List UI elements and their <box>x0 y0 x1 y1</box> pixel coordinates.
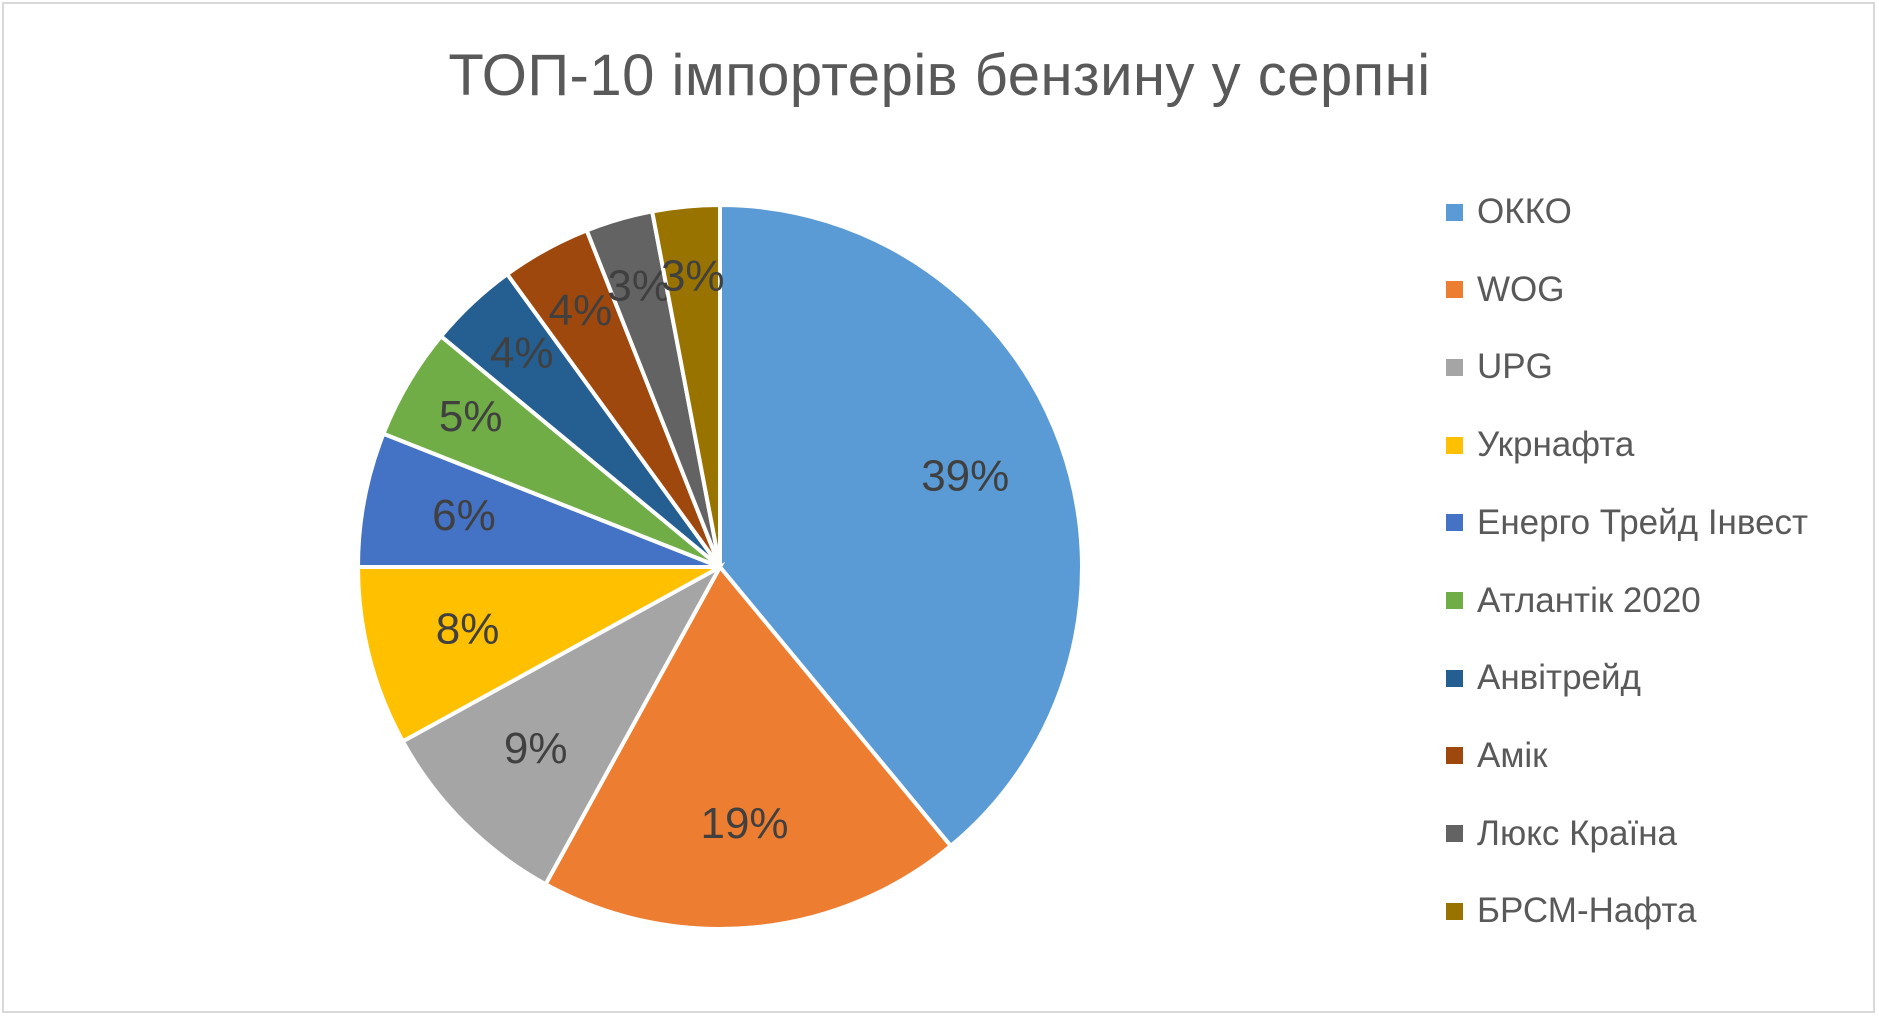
data-label-окко: 39% <box>921 451 1009 500</box>
data-label-upg: 9% <box>504 724 568 773</box>
legend-label: Амік <box>1477 735 1548 775</box>
legend-label: БРСМ-Нафта <box>1477 891 1697 931</box>
pie-slice-енерго-трейд-інвест <box>355 431 721 569</box>
data-label-анвітрейд: 4% <box>490 329 554 378</box>
data-label-атлантік-2020: 5% <box>439 392 503 441</box>
legend-swatch <box>1446 825 1463 843</box>
legend-swatch <box>1446 747 1463 765</box>
chart-title: ТОП-10 імпортерів бензину у серпні <box>448 43 1431 108</box>
data-label-амік: 4% <box>549 286 613 335</box>
legend-item-wog: WOG <box>1446 266 1564 314</box>
legend-label: Атлантік 2020 <box>1477 580 1701 620</box>
legend-swatch <box>1446 203 1463 221</box>
legend-swatch <box>1446 436 1463 454</box>
legend-label: ОККО <box>1477 192 1572 231</box>
legend-item-люкс-країна: Люкс Країна <box>1446 810 1677 858</box>
legend-item-енерго-трейд-інвест: Енерго Трейд Інвест <box>1446 499 1808 547</box>
legend-item-амік: Амік <box>1446 732 1548 780</box>
legend-item-атлантік-2020: Атлантік 2020 <box>1446 577 1701 625</box>
data-label-wog: 19% <box>700 799 788 848</box>
pie-slice-брсм-нафта <box>649 202 722 568</box>
data-label-брсм-нафта: 3% <box>661 251 725 300</box>
pie-slice-окко <box>718 202 1084 849</box>
legend-swatch <box>1446 592 1463 609</box>
legend-label: Енерго Трейд Інвест <box>1477 502 1809 542</box>
data-label-люкс-країна: 3% <box>607 262 671 311</box>
legend-swatch <box>1446 514 1463 532</box>
legend-item-укрнафта: Укрнафта <box>1446 421 1634 469</box>
legend-item-брсм-нафта: БРСМ-Нафта <box>1446 887 1697 935</box>
legend-swatch <box>1446 358 1463 376</box>
legend-label: Укрнафта <box>1477 425 1635 465</box>
legend-label: Анвітрейд <box>1477 658 1641 698</box>
legend-label: Люкс Країна <box>1477 813 1677 853</box>
data-label-енерго-трейд-інвест: 6% <box>432 491 496 540</box>
legend-item-окко: ОККО <box>1446 188 1572 236</box>
legend-swatch <box>1446 281 1463 299</box>
pie-slice-upg <box>400 561 726 887</box>
legend-item-анвітрейд: Анвітрейд <box>1446 654 1641 702</box>
pie-slice-wog <box>542 563 954 931</box>
legend-item-upg: UPG <box>1446 343 1553 391</box>
legend-swatch <box>1446 902 1463 920</box>
legend-swatch <box>1446 669 1463 687</box>
data-label-укрнафта: 8% <box>436 604 500 653</box>
legend-label: UPG <box>1477 347 1553 387</box>
pie-slice-укрнафта <box>355 565 721 745</box>
legend-label: WOG <box>1477 269 1565 309</box>
